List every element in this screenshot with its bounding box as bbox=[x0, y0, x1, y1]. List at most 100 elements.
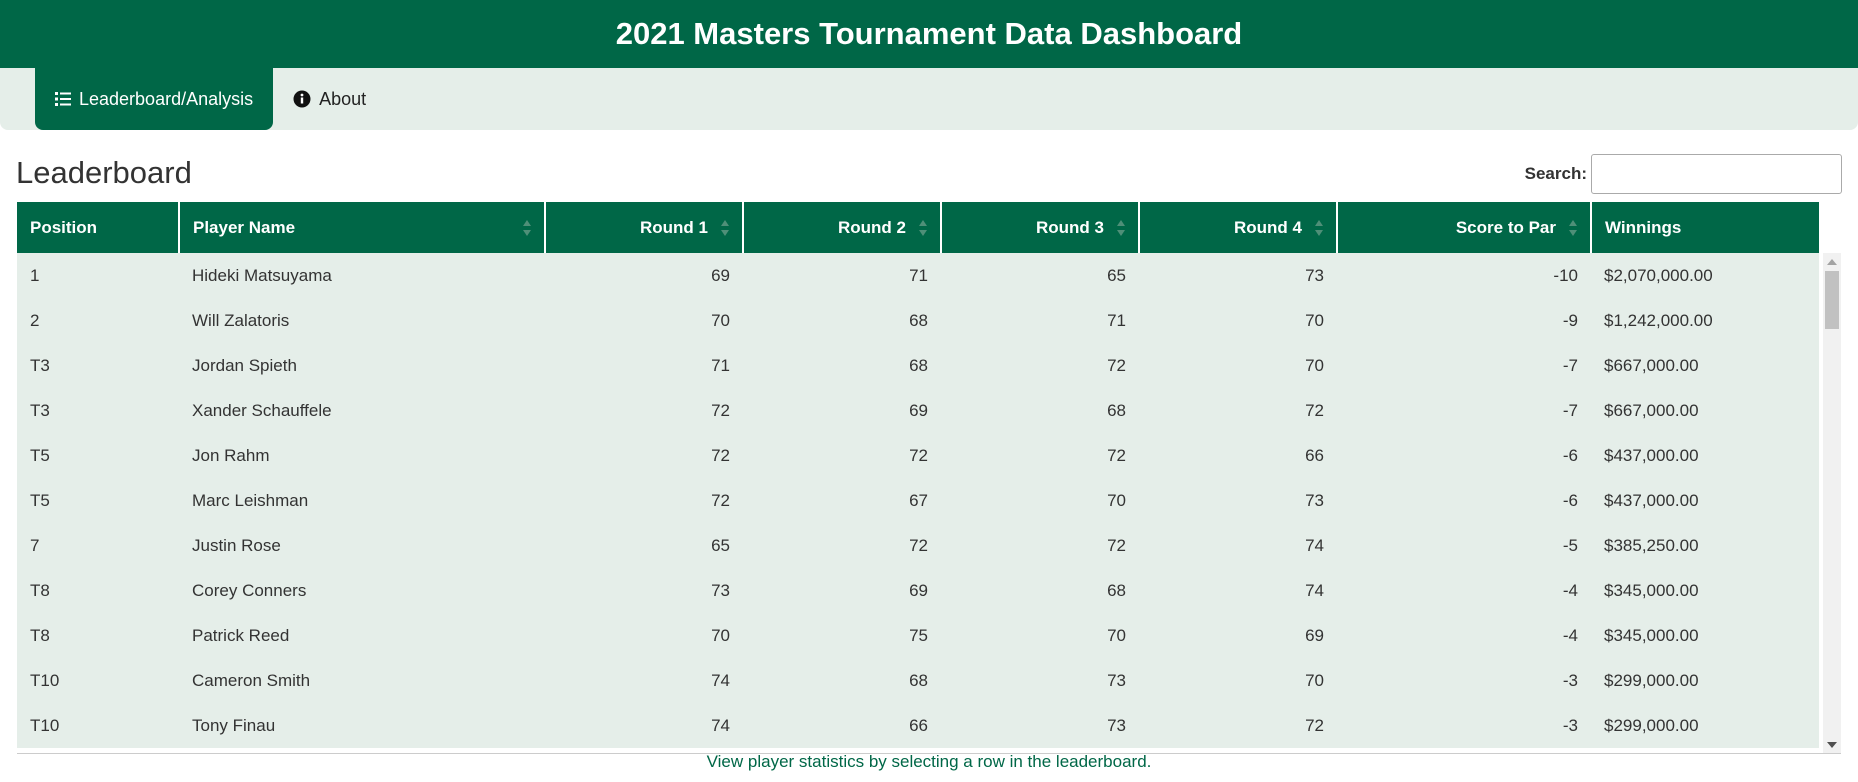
leaderboard-header: Leaderboard Search: bbox=[0, 130, 1858, 202]
table-cell-round-1: 70 bbox=[545, 613, 743, 658]
table-cell-score-to-par: -7 bbox=[1337, 388, 1591, 433]
table-row[interactable]: T5 Marc Leishman 72 67 70 73 -6 $437,000.00 bbox=[17, 478, 1819, 523]
sort-arrows-icon[interactable] bbox=[720, 218, 730, 238]
sort-arrows-icon[interactable] bbox=[1314, 218, 1324, 238]
table-row[interactable]: 2 Will Zalatoris 70 68 71 70 -9 $1,242,000.00 bbox=[17, 298, 1819, 343]
scroll-thumb[interactable] bbox=[1825, 271, 1839, 329]
table-cell-player-name: Patrick Reed bbox=[179, 613, 545, 658]
column-header-round-3[interactable]: Round 3 bbox=[941, 202, 1140, 253]
table-cell-round-3: 73 bbox=[941, 658, 1139, 703]
table-cell-position: 1 bbox=[17, 253, 179, 298]
table-cell-winnings: $437,000.00 bbox=[1591, 433, 1819, 478]
column-header-label: Winnings bbox=[1605, 217, 1682, 237]
table-cell-round-2: 69 bbox=[743, 388, 941, 433]
table-cell-round-1: 65 bbox=[545, 523, 743, 568]
column-header-label: Round 2 bbox=[838, 217, 906, 237]
table-cell-position: T8 bbox=[17, 568, 179, 613]
table-cell-player-name: Hideki Matsuyama bbox=[179, 253, 545, 298]
table-cell-player-name: Corey Conners bbox=[179, 568, 545, 613]
table-cell-player-name: Xander Schauffele bbox=[179, 388, 545, 433]
table-cell-winnings: $667,000.00 bbox=[1591, 388, 1819, 433]
table-cell-winnings: $385,250.00 bbox=[1591, 523, 1819, 568]
table-cell-round-4: 74 bbox=[1139, 568, 1337, 613]
table-row[interactable]: T10 Cameron Smith 74 68 73 70 -3 $299,000.00 bbox=[17, 658, 1819, 703]
search-box: Search: bbox=[1525, 154, 1842, 194]
column-header-position: Position bbox=[17, 202, 180, 253]
page-title: 2021 Masters Tournament Data Dashboard bbox=[615, 16, 1243, 51]
table-row[interactable]: 1 Hideki Matsuyama 69 71 65 73 -10 $2,070,000.0… bbox=[17, 253, 1819, 298]
table-cell-round-4: 72 bbox=[1139, 703, 1337, 748]
table-cell-score-to-par: -3 bbox=[1337, 658, 1591, 703]
table-cell-position: T5 bbox=[17, 478, 179, 523]
table-cell-winnings: $1,242,000.00 bbox=[1591, 298, 1819, 343]
table-cell-round-4: 72 bbox=[1139, 388, 1337, 433]
table-row[interactable]: T10 Tony Finau 74 66 73 72 -3 $299,000.00 bbox=[17, 703, 1819, 748]
sort-arrows-icon[interactable] bbox=[918, 218, 928, 238]
table-cell-score-to-par: -9 bbox=[1337, 298, 1591, 343]
sort-arrows-icon[interactable] bbox=[1568, 218, 1578, 238]
search-label: Search: bbox=[1524, 164, 1587, 183]
table-cell-score-to-par: -7 bbox=[1337, 343, 1591, 388]
table-cell-round-3: 72 bbox=[941, 523, 1139, 568]
table-cell-round-3: 72 bbox=[941, 343, 1139, 388]
table-cell-round-1: 71 bbox=[545, 343, 743, 388]
table-row[interactable]: 7 Justin Rose 65 72 72 74 -5 $385,250.00 bbox=[17, 523, 1819, 568]
scroll-down-arrow-icon[interactable] bbox=[1827, 742, 1837, 748]
table-cell-score-to-par: -3 bbox=[1337, 703, 1591, 748]
column-header-label: Score to Par bbox=[1455, 217, 1556, 237]
table-cell-winnings: $437,000.00 bbox=[1591, 478, 1819, 523]
column-header-score-to-par[interactable]: Score to Par bbox=[1337, 202, 1592, 253]
column-header-label: Player Name bbox=[193, 217, 296, 237]
column-header-label: Position bbox=[30, 217, 98, 237]
table-cell-round-3: 65 bbox=[941, 253, 1139, 298]
search-input[interactable] bbox=[1591, 154, 1842, 194]
table-cell-player-name: Marc Leishman bbox=[179, 478, 545, 523]
table-cell-round-2: 68 bbox=[743, 658, 941, 703]
tab-leaderboard-analysis[interactable]: Leaderboard/Analysis bbox=[35, 68, 274, 130]
table-head: Position Player Name Round 1 Round 2 Round 3… bbox=[17, 202, 1819, 253]
table-row[interactable]: T5 Jon Rahm 72 72 72 66 -6 $437,000.00 bbox=[17, 433, 1819, 478]
table-cell-score-to-par: -6 bbox=[1337, 433, 1591, 478]
table-cell-round-4: 70 bbox=[1139, 298, 1337, 343]
table-cell-round-3: 73 bbox=[941, 703, 1139, 748]
table-cell-player-name: Tony Finau bbox=[179, 703, 545, 748]
table-cell-position: 7 bbox=[17, 523, 179, 568]
table-cell-round-2: 67 bbox=[743, 478, 941, 523]
section-title: Leaderboard bbox=[16, 155, 192, 190]
app-header: 2021 Masters Tournament Data Dashboard bbox=[0, 0, 1858, 68]
table-cell-round-2: 69 bbox=[743, 568, 941, 613]
table-cell-round-3: 70 bbox=[941, 478, 1139, 523]
table-row[interactable]: T8 Patrick Reed 70 75 70 69 -4 $345,000.00 bbox=[17, 613, 1819, 658]
column-header-player-name[interactable]: Player Name bbox=[179, 202, 546, 253]
table-row[interactable]: T3 Xander Schauffele 72 69 68 72 -7 $667,000.00 bbox=[17, 388, 1819, 433]
table-row[interactable]: T3 Jordan Spieth 71 68 72 70 -7 $667,000.00 bbox=[17, 343, 1819, 388]
sort-arrows-icon[interactable] bbox=[1116, 218, 1126, 238]
table-cell-score-to-par: -6 bbox=[1337, 478, 1591, 523]
table-cell-round-2: 71 bbox=[743, 253, 941, 298]
table-cell-round-4: 70 bbox=[1139, 658, 1337, 703]
sort-arrows-icon[interactable] bbox=[522, 218, 532, 238]
table-body: 1 Hideki Matsuyama 69 71 65 73 -10 $2,070,000.0… bbox=[17, 253, 1819, 748]
table-cell-player-name: Jon Rahm bbox=[179, 433, 545, 478]
table-cell-round-1: 70 bbox=[545, 298, 743, 343]
table-cell-round-1: 69 bbox=[545, 253, 743, 298]
table-cell-round-3: 68 bbox=[941, 388, 1139, 433]
table-cell-player-name: Justin Rose bbox=[179, 523, 545, 568]
table-cell-score-to-par: -4 bbox=[1337, 568, 1591, 613]
scroll-up-arrow-icon[interactable] bbox=[1827, 259, 1837, 265]
nav-bar: Leaderboard/Analysis About bbox=[0, 68, 1858, 130]
table-row[interactable]: T8 Corey Conners 73 69 68 74 -4 $345,000.00 bbox=[17, 568, 1819, 613]
tab-label: About bbox=[319, 88, 367, 109]
tab-label: Leaderboard/Analysis bbox=[79, 88, 254, 109]
table-cell-round-3: 71 bbox=[941, 298, 1139, 343]
column-header-round-1[interactable]: Round 1 bbox=[545, 202, 744, 253]
vertical-scrollbar[interactable] bbox=[1823, 253, 1841, 753]
table-cell-player-name: Jordan Spieth bbox=[179, 343, 545, 388]
tab-about[interactable]: About bbox=[273, 68, 386, 130]
column-header-round-2[interactable]: Round 2 bbox=[743, 202, 942, 253]
table-cell-winnings: $299,000.00 bbox=[1591, 658, 1819, 703]
column-header-label: Round 1 bbox=[640, 217, 708, 237]
column-header-round-4[interactable]: Round 4 bbox=[1139, 202, 1338, 253]
table-cell-position: T10 bbox=[17, 658, 179, 703]
table-body-scroll[interactable]: 1 Hideki Matsuyama 69 71 65 73 -10 $2,070,000.0… bbox=[17, 253, 1841, 754]
